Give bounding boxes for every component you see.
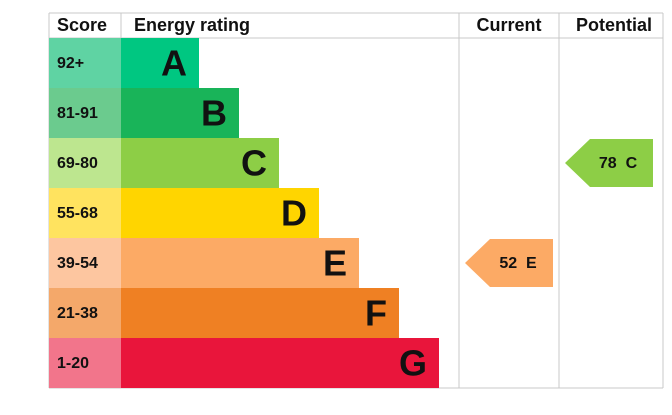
current-arrow bbox=[465, 239, 553, 287]
potential-label: 78 C bbox=[599, 155, 638, 172]
rating-bar bbox=[121, 288, 399, 338]
score-range: 81-91 bbox=[57, 105, 98, 122]
rating-bar bbox=[121, 138, 279, 188]
score-cell bbox=[49, 188, 121, 238]
score-range: 21-38 bbox=[57, 305, 98, 322]
current-letter: E bbox=[526, 255, 537, 272]
header-rating: Energy rating bbox=[134, 15, 250, 35]
potential-arrow bbox=[565, 139, 653, 187]
score-cell bbox=[49, 38, 121, 88]
score-range: 39-54 bbox=[57, 255, 98, 272]
rating-letter: E bbox=[323, 243, 347, 284]
header-potential: Potential bbox=[576, 15, 652, 35]
rating-letter: A bbox=[161, 43, 187, 84]
rating-bar bbox=[121, 338, 439, 388]
score-range: 92+ bbox=[57, 55, 84, 72]
header-current: Current bbox=[476, 15, 541, 35]
score-range: 69-80 bbox=[57, 155, 98, 172]
header-score: Score bbox=[57, 15, 107, 35]
rating-letter: G bbox=[399, 343, 427, 384]
potential-letter: C bbox=[626, 155, 638, 172]
rating-bar bbox=[121, 88, 239, 138]
score-cell bbox=[49, 138, 121, 188]
score-cell bbox=[49, 338, 121, 388]
rating-letter: F bbox=[365, 293, 387, 334]
score-cell bbox=[49, 288, 121, 338]
rating-bar bbox=[121, 238, 359, 288]
rating-letter: B bbox=[201, 93, 227, 134]
rating-bar bbox=[121, 38, 199, 88]
rating-letter: C bbox=[241, 143, 267, 184]
current-value: 52 bbox=[499, 255, 517, 272]
potential-value: 78 bbox=[599, 155, 617, 172]
score-range: 55-68 bbox=[57, 205, 98, 222]
score-cell bbox=[49, 238, 121, 288]
rating-bar bbox=[121, 188, 319, 238]
score-cell bbox=[49, 88, 121, 138]
score-range: 1-20 bbox=[57, 355, 89, 372]
rating-letter: D bbox=[281, 193, 307, 234]
current-label: 52 E bbox=[499, 255, 537, 272]
